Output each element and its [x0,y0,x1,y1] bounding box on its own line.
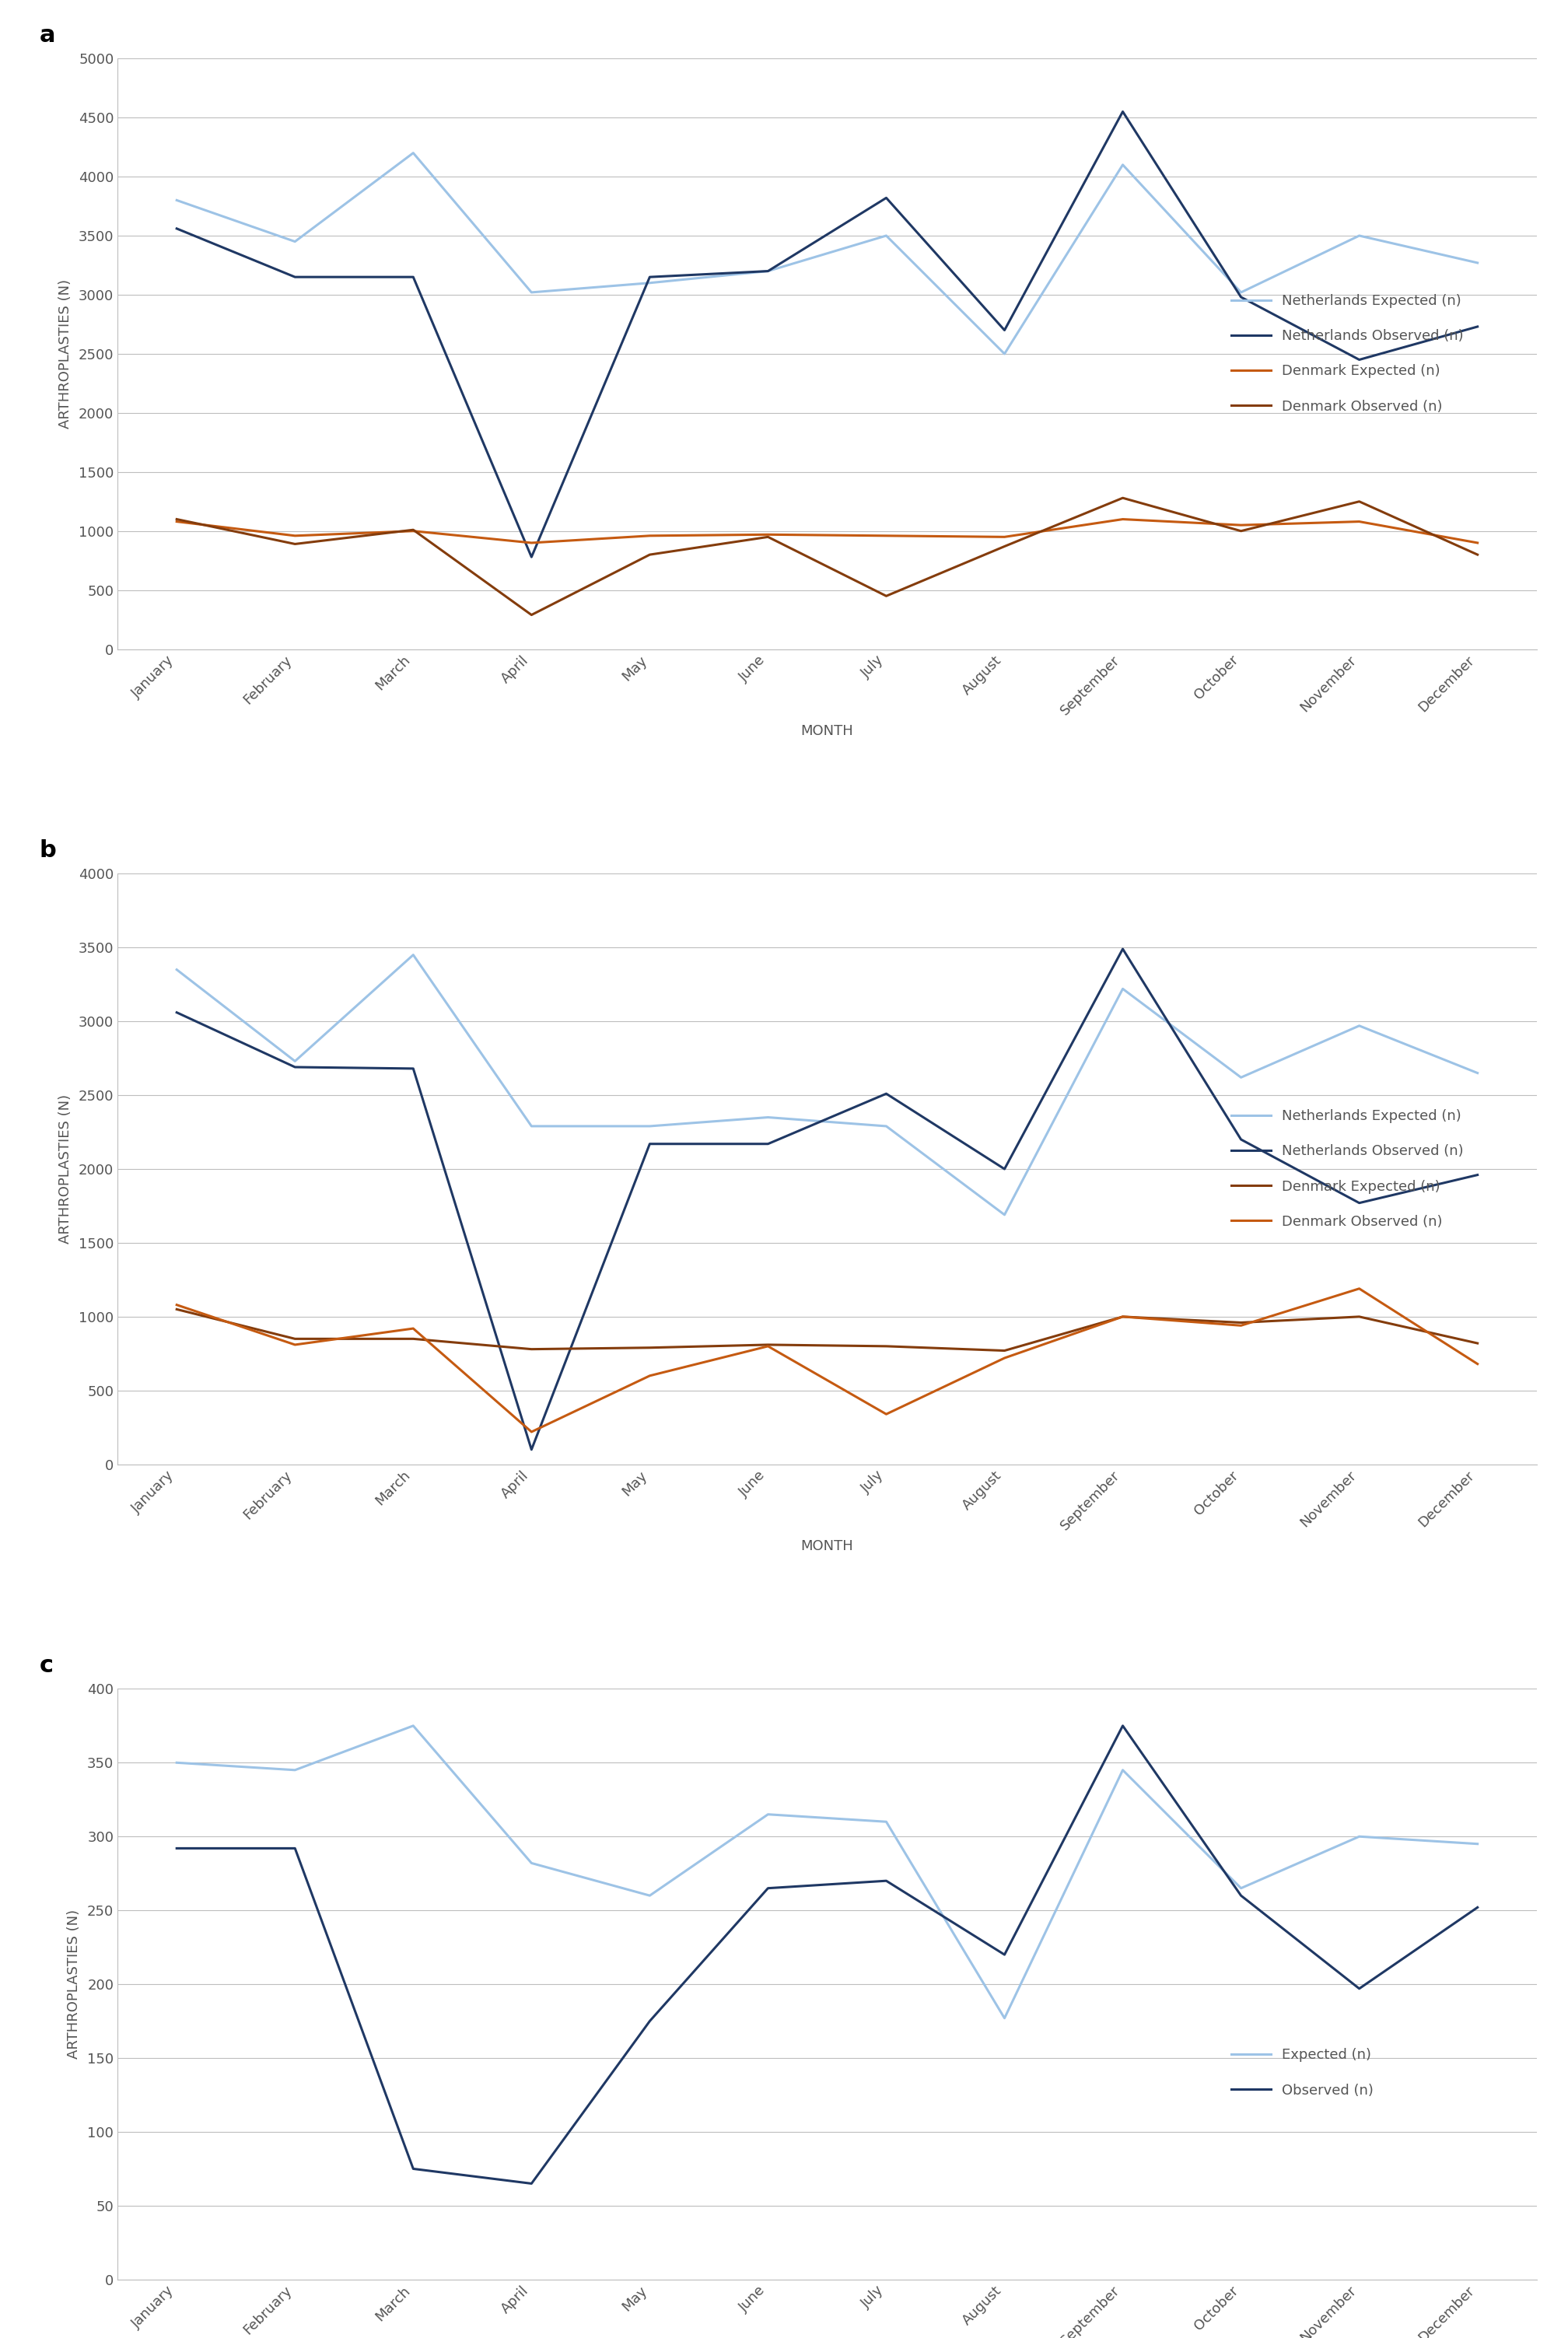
Y-axis label: ARTHROPLASTIES (N): ARTHROPLASTIES (N) [58,1094,72,1244]
Legend: Netherlands Expected (n), Netherlands Observed (n), Denmark Expected (n), Denmar: Netherlands Expected (n), Netherlands Ob… [1231,295,1465,414]
Y-axis label: ARTHROPLASTIES (N): ARTHROPLASTIES (N) [58,278,72,428]
Text: b: b [39,839,56,863]
Text: c: c [39,1655,53,1676]
X-axis label: MONTH: MONTH [801,1538,853,1552]
Text: a: a [39,23,55,47]
X-axis label: MONTH: MONTH [801,725,853,739]
Legend: Expected (n), Observed (n): Expected (n), Observed (n) [1231,2048,1374,2097]
Legend: Netherlands Expected (n), Netherlands Observed (n), Denmark Expected (n), Denmar: Netherlands Expected (n), Netherlands Ob… [1231,1111,1465,1227]
Y-axis label: ARTHROPLASTIES (N): ARTHROPLASTIES (N) [67,1910,80,2060]
